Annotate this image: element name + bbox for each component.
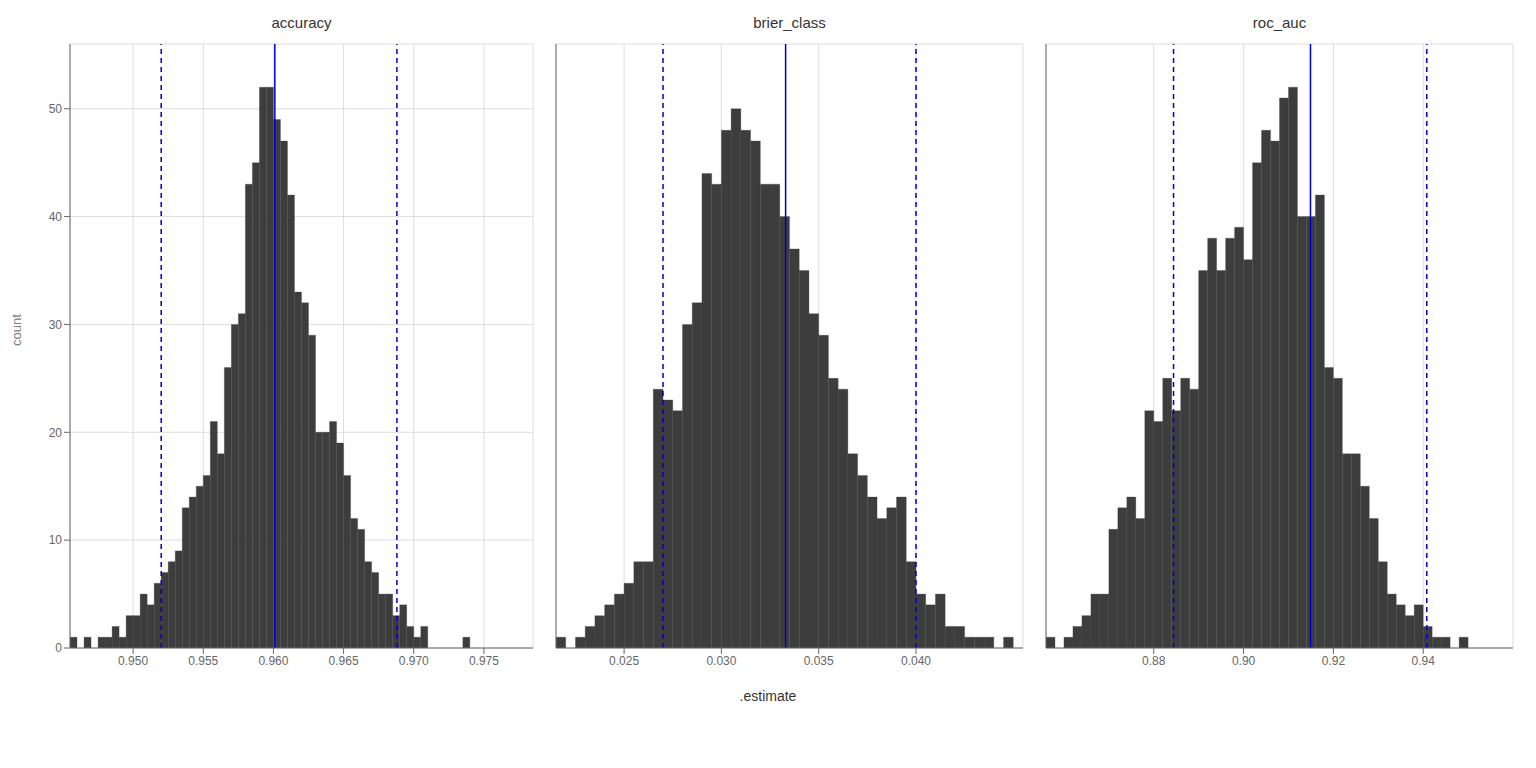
html-text:.estimate: .estimate bbox=[739, 688, 797, 704]
svg-text:20: 20 bbox=[49, 426, 63, 440]
svg-text:40: 40 bbox=[49, 210, 63, 224]
svg-text:0.960: 0.960 bbox=[258, 654, 288, 668]
html-text:roc_auc: roc_auc bbox=[1252, 14, 1307, 31]
svg-text:0.025: 0.025 bbox=[609, 654, 639, 668]
html-text:accuracy: accuracy bbox=[271, 14, 332, 31]
svg-text:0.035: 0.035 bbox=[804, 654, 834, 668]
svg-text:0.92: 0.92 bbox=[1322, 654, 1346, 668]
svg-text:0.970: 0.970 bbox=[399, 654, 429, 668]
svg-text:0.950: 0.950 bbox=[118, 654, 148, 668]
svg-text:0.88: 0.88 bbox=[1142, 654, 1166, 668]
svg-text:0.030: 0.030 bbox=[706, 654, 736, 668]
svg-text:0.965: 0.965 bbox=[329, 654, 359, 668]
svg-text:0.040: 0.040 bbox=[901, 654, 931, 668]
svg-text:50: 50 bbox=[49, 102, 63, 116]
svg-text:count: count bbox=[9, 314, 24, 346]
svg-text:0.955: 0.955 bbox=[188, 654, 218, 668]
svg-text:0.975: 0.975 bbox=[469, 654, 499, 668]
svg-text:10: 10 bbox=[49, 533, 63, 547]
html-text:brier_class: brier_class bbox=[753, 14, 826, 31]
svg-text:30: 30 bbox=[49, 318, 63, 332]
svg-text:0: 0 bbox=[55, 641, 62, 655]
svg-text:0.90: 0.90 bbox=[1232, 654, 1256, 668]
svg-text:0.94: 0.94 bbox=[1412, 654, 1436, 668]
